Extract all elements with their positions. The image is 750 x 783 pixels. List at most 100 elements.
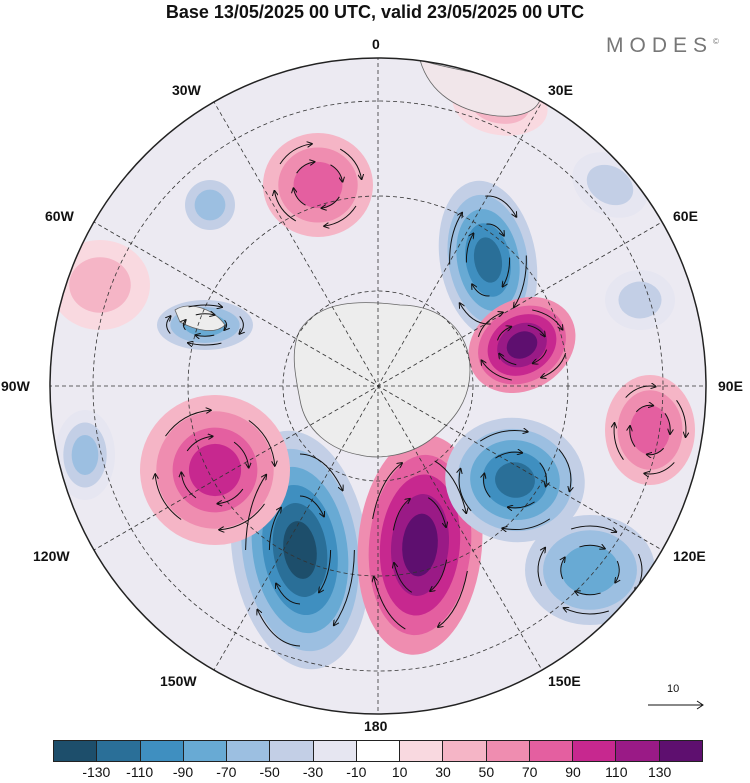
wind-streamline bbox=[217, 488, 244, 504]
wind-streamline bbox=[614, 423, 624, 461]
colorbar-tick-label: -50 bbox=[259, 764, 280, 780]
wind-streamline bbox=[481, 360, 512, 381]
wind-streamline bbox=[486, 223, 503, 236]
wind-streamline bbox=[508, 501, 535, 508]
colorbar-segment bbox=[227, 741, 271, 761]
wind-streamline bbox=[561, 558, 565, 580]
label-lon-180: 180 bbox=[364, 718, 388, 734]
wind-streamline bbox=[465, 233, 473, 263]
wind-streamline bbox=[459, 469, 472, 512]
anomaly-contour bbox=[71, 435, 99, 475]
label-lon-90w: 90W bbox=[1, 378, 30, 394]
colorbar-tick-label: -130 bbox=[82, 764, 111, 780]
wind-streamline bbox=[188, 305, 222, 307]
anomaly-contour bbox=[506, 331, 538, 359]
graticule bbox=[50, 58, 706, 714]
wind-streamline bbox=[472, 284, 490, 297]
brand-logo: MODES© bbox=[606, 34, 719, 58]
colorbar-segment bbox=[270, 741, 314, 761]
wind-streamline bbox=[630, 426, 636, 448]
colorbar-segment bbox=[97, 741, 141, 761]
wind-streamline bbox=[539, 462, 547, 487]
colorbar-segment bbox=[486, 741, 530, 761]
map-boundary bbox=[49, 57, 707, 715]
wind-streamline bbox=[514, 255, 527, 307]
wind-streamline bbox=[564, 608, 609, 615]
wind-streamline bbox=[155, 474, 182, 520]
wind-streamline bbox=[438, 570, 468, 627]
wind-streamline bbox=[167, 316, 171, 334]
wind-streamline bbox=[499, 354, 517, 366]
colorbar-tick-label: -110 bbox=[126, 764, 154, 780]
wind-streamline bbox=[181, 472, 197, 499]
colorbar-segment bbox=[183, 741, 228, 761]
colorbar-tick-label: 30 bbox=[435, 764, 451, 780]
wind-streamline bbox=[195, 314, 215, 315]
wind-streamline bbox=[330, 164, 342, 182]
wind-streamline bbox=[233, 441, 249, 467]
wind-streamline bbox=[268, 508, 281, 551]
wind-streamline bbox=[647, 447, 665, 454]
wind-streamline bbox=[165, 410, 210, 437]
wind-streamline bbox=[224, 319, 226, 330]
label-lon-60w: 60W bbox=[45, 208, 74, 224]
colorbar-segment bbox=[529, 741, 574, 761]
colorbar-tick-label: 130 bbox=[647, 764, 672, 780]
wind-streamline bbox=[635, 405, 653, 413]
colorbar-segment bbox=[443, 741, 487, 761]
wind-streamline bbox=[195, 335, 215, 336]
colorbar-tick-label: 90 bbox=[565, 764, 581, 780]
wind-streamline bbox=[324, 205, 357, 226]
anomaly-contour bbox=[618, 281, 662, 319]
wind-streamline bbox=[430, 559, 448, 592]
label-lon-90e: 90E bbox=[718, 378, 743, 394]
colorbar-tick-label: 70 bbox=[521, 764, 538, 780]
wind-streamline bbox=[449, 213, 462, 265]
colorbar-segment bbox=[616, 741, 660, 761]
anomaly-contour bbox=[561, 545, 619, 595]
brand-mark: © bbox=[713, 37, 719, 46]
wind-streamline bbox=[496, 327, 511, 341]
wind-streamline bbox=[279, 144, 312, 165]
wind-streamline bbox=[460, 303, 491, 325]
wind-streamline bbox=[183, 320, 185, 331]
wind-streamline bbox=[299, 495, 324, 516]
brand-name: MODES bbox=[606, 34, 714, 57]
wind-streamline bbox=[274, 191, 297, 222]
label-lon-150w: 150W bbox=[160, 673, 197, 689]
anomaly-contour bbox=[630, 405, 670, 455]
wind-streamline bbox=[186, 436, 212, 452]
wind-streamline bbox=[484, 474, 491, 498]
label-lon-30e: 30E bbox=[548, 82, 573, 98]
colorbar-tick-label: -30 bbox=[302, 764, 324, 780]
wind-streamline bbox=[571, 525, 616, 532]
wind-streamline bbox=[219, 503, 265, 530]
colorbar bbox=[53, 740, 703, 762]
anomaly-contour bbox=[473, 237, 503, 283]
wind-streamline bbox=[319, 549, 332, 592]
wind-streamline bbox=[485, 195, 516, 217]
wind-streamline bbox=[296, 162, 315, 174]
wind-streamline bbox=[575, 591, 601, 594]
wind-streamline bbox=[579, 545, 604, 548]
label-lon-150e: 150E bbox=[548, 673, 581, 689]
label-lon-120e: 120E bbox=[673, 548, 706, 564]
label-lon-0: 0 bbox=[372, 36, 380, 52]
colorbar-segment bbox=[54, 741, 98, 761]
anomaly-contour bbox=[69, 257, 131, 313]
anomaly-contour bbox=[402, 513, 438, 577]
reference-vector-arrow bbox=[648, 700, 704, 710]
wind-streamline bbox=[477, 312, 502, 337]
colorbar-segment bbox=[400, 741, 444, 761]
wind-streamline bbox=[533, 349, 548, 364]
wind-streamline bbox=[248, 420, 275, 465]
wind-streamline bbox=[537, 548, 545, 587]
anomaly-contour bbox=[188, 443, 242, 497]
wind-streamline bbox=[664, 412, 670, 434]
wind-streamline bbox=[188, 343, 222, 345]
wind-streamline bbox=[503, 257, 511, 286]
wind-vectors bbox=[155, 144, 686, 647]
label-lon-30w: 30W bbox=[172, 82, 201, 98]
wind-streamline bbox=[293, 188, 306, 206]
